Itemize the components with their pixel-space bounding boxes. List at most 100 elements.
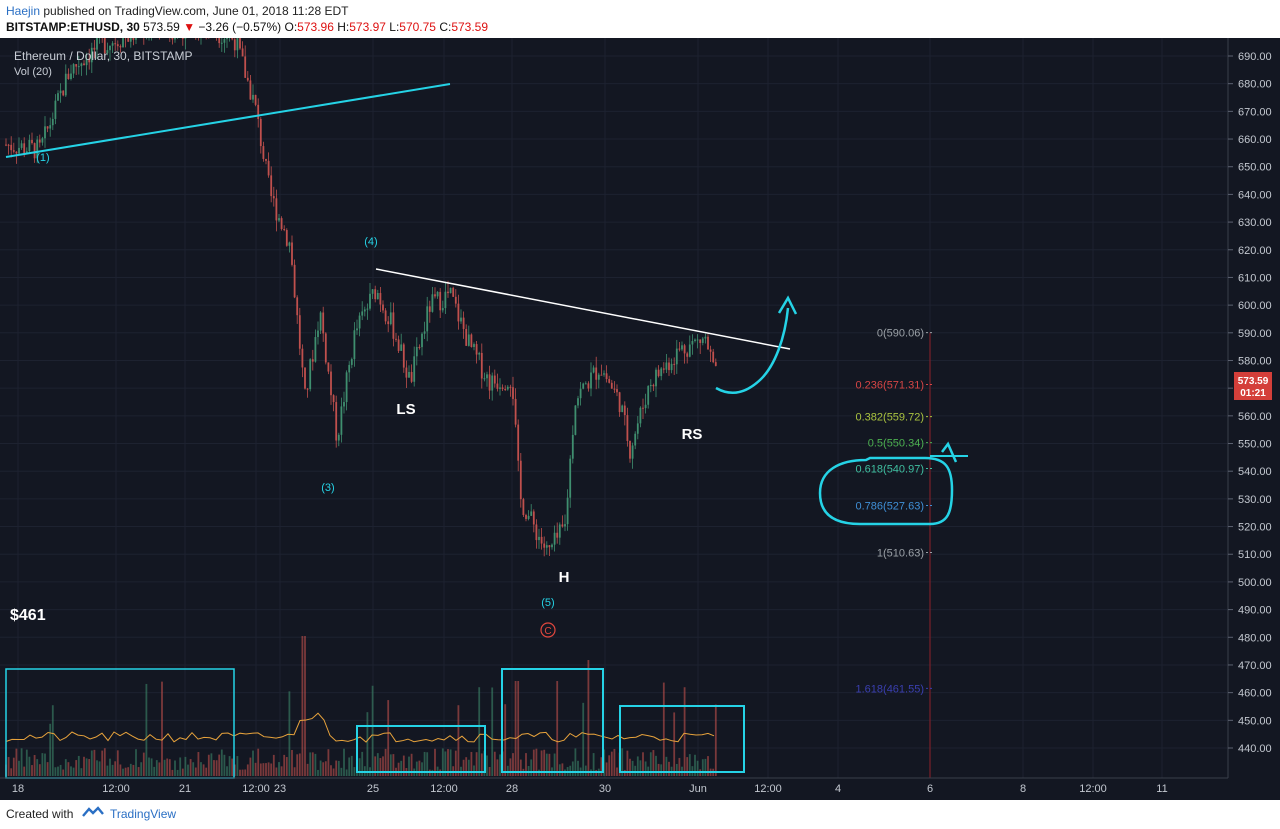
volume-bar — [673, 712, 676, 776]
volume-bar — [384, 748, 387, 776]
price-axis[interactable]: 440.00 450.00 460.00 470.00 480.00 490.00 500.… — [1227, 38, 1272, 778]
publish-info: published on TradingView.com, June 01, 2… — [43, 4, 349, 18]
volume-bar — [259, 763, 262, 776]
volume-bar — [582, 702, 585, 776]
volume-bar — [20, 748, 23, 776]
candle-body — [668, 362, 670, 371]
candle-body — [530, 511, 533, 516]
volume-bar — [634, 765, 637, 776]
volume-bar — [486, 755, 488, 776]
candle-body — [296, 297, 299, 316]
fib-level-label: 1.618(461.55) — [856, 683, 925, 695]
price-chart[interactable]: 0(590.06) 0.236(571.31) 0.382(559.72) 0.5(5… — [0, 7, 1280, 800]
volume-bar — [465, 757, 468, 776]
volume-bar — [389, 754, 392, 776]
volume-bar — [434, 748, 436, 776]
wave-label-4: (4) — [364, 236, 377, 248]
volume-bar — [543, 749, 546, 776]
fib-level-label: 0.236(571.31) — [856, 380, 925, 392]
candle-body — [270, 175, 273, 197]
candle-body — [493, 375, 496, 384]
y-tick-label: 480.00 — [1238, 632, 1272, 644]
time-axis[interactable]: 18 12:00 21 12:00 23 25 12:00 28 30 Jun 12:00 4 6 8 12… — [0, 777, 1228, 795]
candle-body — [62, 90, 65, 96]
candle-body — [454, 296, 457, 304]
volume-bar — [629, 758, 631, 776]
volume-bar — [317, 769, 319, 776]
candle-body — [447, 291, 449, 294]
candle-body — [499, 387, 501, 389]
fib-level-label: 1(510.63) — [877, 547, 924, 559]
volume-bar — [470, 751, 473, 776]
candle-body — [566, 497, 569, 525]
candle-body — [70, 73, 72, 80]
neckline-trendline — [375, 268, 791, 350]
volume-bar — [704, 758, 707, 776]
fib-level-label: 0.382(559.72) — [856, 412, 925, 424]
candle-body — [77, 66, 80, 68]
volume-box-3 — [501, 668, 604, 773]
x-tick-label: 30 — [599, 783, 611, 795]
price-tag-time: 01:21 — [1240, 388, 1266, 399]
volume-bar — [64, 759, 67, 776]
candle-body — [363, 309, 366, 312]
volume-bar — [332, 768, 335, 776]
volume-bar — [187, 764, 189, 776]
candle-body — [309, 359, 312, 390]
candle-body — [587, 383, 590, 389]
candle-body — [686, 353, 689, 357]
y-tick-label: 660.00 — [1238, 134, 1272, 146]
chart-area[interactable]: 0(590.06) 0.236(571.31) 0.382(559.72) 0.5(5… — [0, 7, 1280, 800]
volume-bar — [270, 763, 273, 776]
volume-bar — [267, 762, 270, 776]
volume-bar — [257, 748, 260, 776]
breakout-arrow — [715, 307, 790, 394]
volume-bar — [220, 749, 223, 776]
candle-body — [324, 333, 327, 363]
candle-body — [83, 63, 85, 66]
tradingview-brand[interactable]: TradingView — [110, 807, 177, 821]
candle-body — [51, 118, 54, 126]
volume-bar — [109, 758, 111, 776]
volume-bar — [145, 683, 148, 776]
candle-body — [600, 374, 603, 376]
volume-bar — [309, 752, 312, 776]
candle-body — [475, 344, 478, 355]
candle-body — [504, 389, 507, 391]
candle-body — [90, 47, 93, 63]
candle-body — [387, 321, 390, 325]
ohlc-open-value: 573.96 — [297, 20, 334, 34]
candle-body — [556, 532, 559, 538]
volume-bar — [548, 753, 551, 776]
candle-body — [480, 352, 483, 379]
candle-body — [275, 198, 278, 221]
candle-body — [709, 349, 712, 352]
symbol-line: BITSTAMP:ETHUSD, 30 573.59 ▼ −3.26 (−0.5… — [6, 20, 488, 34]
chart-header: Haejin published on TradingView.com, Jun… — [0, 0, 1280, 38]
candle-body — [603, 373, 605, 375]
volume-bar — [98, 761, 101, 776]
candle-body — [535, 524, 538, 541]
volume-bar — [293, 767, 296, 776]
candle-body — [358, 315, 361, 329]
candle-body — [519, 460, 522, 500]
candle-body — [457, 303, 460, 322]
volume-bar — [353, 767, 356, 776]
volume-bar — [584, 765, 587, 776]
volume-bar — [525, 753, 527, 776]
volume-bar — [371, 685, 374, 776]
volume-bar — [90, 750, 93, 776]
candle-body — [298, 315, 301, 349]
candle-body — [551, 544, 553, 548]
volume-bar — [649, 752, 652, 776]
x-tick-label: 21 — [179, 783, 191, 795]
author-link[interactable]: Haejin — [6, 4, 41, 18]
candle-body — [631, 445, 634, 459]
candle-body — [514, 398, 517, 425]
volume-bar — [675, 763, 678, 776]
candle-body — [20, 143, 23, 148]
candle-body — [382, 304, 384, 311]
volume-bar — [59, 764, 62, 776]
volume-bar — [616, 767, 618, 776]
volume-bar — [119, 764, 122, 776]
